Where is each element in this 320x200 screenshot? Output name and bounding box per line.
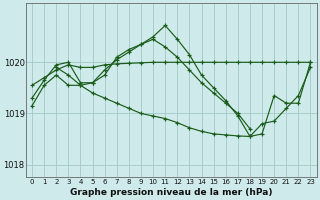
X-axis label: Graphe pression niveau de la mer (hPa): Graphe pression niveau de la mer (hPa) [70,188,273,197]
